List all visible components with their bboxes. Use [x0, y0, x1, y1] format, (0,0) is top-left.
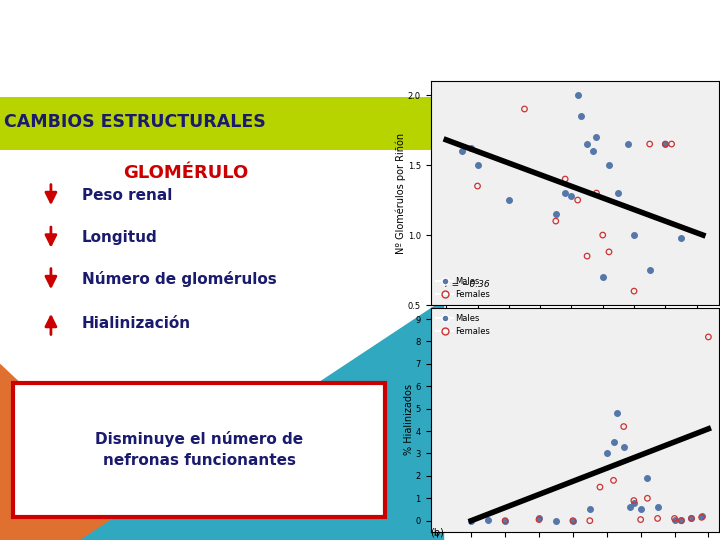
Point	[500, 516, 511, 525]
Text: AÑOSOS: AÑOSOS	[155, 64, 220, 79]
Point	[472, 161, 483, 170]
Point	[584, 505, 595, 514]
Text: GLOMÉRULO: GLOMÉRULO	[123, 164, 248, 182]
Point	[472, 182, 483, 191]
Point	[644, 140, 655, 149]
Point	[628, 498, 639, 507]
Text: Hialinización: Hialinización	[82, 316, 191, 332]
Point	[500, 516, 511, 525]
Point	[534, 514, 545, 523]
Text: Longitud: Longitud	[82, 230, 158, 245]
Point	[685, 514, 697, 523]
Point	[603, 161, 615, 170]
Point	[597, 273, 608, 281]
Point	[588, 147, 599, 156]
Point	[608, 438, 619, 447]
Point	[660, 140, 671, 149]
Point	[669, 514, 680, 523]
Text: INSUFICIENCIA RENAL EN PACIENTES: INSUFICIENCIA RENAL EN PACIENTES	[58, 22, 460, 41]
Point	[635, 515, 647, 524]
FancyBboxPatch shape	[0, 97, 451, 150]
Point	[466, 144, 477, 152]
Text: CAMBIOS ESTRUCTURALES: CAMBIOS ESTRUCTURALES	[4, 113, 266, 131]
Point	[581, 252, 593, 260]
Point	[644, 266, 655, 274]
Point	[675, 516, 687, 525]
Point	[584, 516, 595, 525]
Point	[611, 409, 623, 417]
Point	[572, 195, 583, 204]
Point	[559, 188, 571, 197]
Point	[550, 217, 562, 225]
Point	[603, 247, 615, 256]
Point	[629, 287, 640, 295]
Point	[666, 140, 678, 149]
Point	[465, 516, 477, 525]
Point	[652, 514, 663, 523]
Text: Disminuye el número de
nefronas funcionantes: Disminuye el número de nefronas funciona…	[95, 430, 303, 468]
Point	[575, 112, 587, 120]
Y-axis label: % Hialinizados: % Hialinizados	[404, 384, 414, 455]
Point	[652, 503, 663, 511]
Point	[518, 105, 530, 113]
Point	[503, 195, 515, 204]
Point	[675, 233, 687, 242]
FancyBboxPatch shape	[13, 383, 385, 517]
Text: r = −0.36: r = −0.36	[445, 280, 490, 289]
Point	[550, 210, 562, 218]
Point	[696, 512, 707, 521]
Text: Número de glomérulos: Número de glomérulos	[82, 271, 276, 287]
Point	[482, 515, 494, 524]
Point	[613, 188, 624, 197]
Point	[629, 231, 640, 239]
Point	[703, 333, 714, 341]
Point	[660, 140, 671, 149]
Point	[601, 449, 613, 458]
Legend: Males, Females: Males, Females	[435, 312, 492, 338]
Legend: Males, Females: Males, Females	[435, 275, 492, 301]
Point	[550, 516, 562, 525]
Point	[669, 515, 680, 524]
Polygon shape	[80, 300, 443, 540]
Point	[567, 516, 579, 525]
X-axis label: Age (years): Age (years)	[546, 329, 603, 339]
Point	[635, 505, 647, 514]
Point	[567, 516, 579, 525]
Point	[618, 442, 629, 451]
Point	[628, 496, 639, 505]
Point	[590, 188, 602, 197]
Polygon shape	[0, 364, 186, 540]
Point	[572, 91, 583, 99]
Point	[581, 140, 593, 149]
Point	[685, 514, 697, 523]
Point	[594, 483, 606, 491]
Point	[622, 140, 634, 149]
Point	[559, 175, 571, 184]
Text: (b): (b)	[431, 527, 444, 537]
Point	[534, 515, 545, 524]
Text: Peso renal: Peso renal	[82, 187, 172, 202]
Y-axis label: Nº Glomérulos por Riñón: Nº Glomérulos por Riñón	[396, 132, 406, 254]
Point	[597, 231, 608, 239]
Point	[625, 503, 636, 511]
Point	[642, 494, 653, 503]
Point	[566, 192, 577, 200]
Point	[618, 422, 629, 431]
Point	[642, 474, 653, 482]
Point	[608, 476, 619, 485]
Point	[456, 147, 467, 156]
Point	[675, 515, 687, 524]
Point	[590, 133, 602, 141]
Point	[696, 513, 707, 522]
